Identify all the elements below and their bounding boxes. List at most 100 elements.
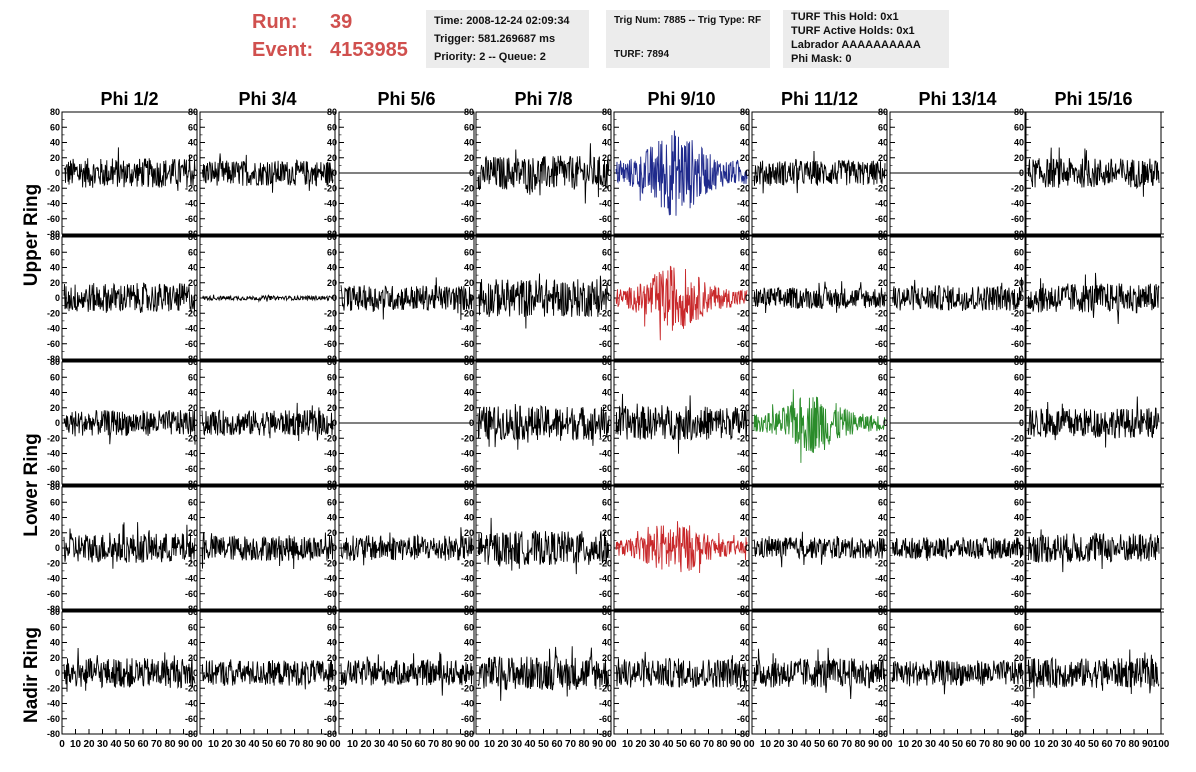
y-tick-label: 80 [1014, 482, 1024, 492]
y-tick-label: 60 [327, 247, 337, 257]
waveform-trace [201, 153, 334, 193]
y-tick-label: -80 [1011, 354, 1024, 364]
y-tick-label: -60 [324, 714, 337, 724]
y-tick-label: 80 [1014, 607, 1024, 617]
x-tick-label: 0 [59, 739, 65, 750]
y-tick-label: 40 [464, 263, 474, 273]
y-tick-label: 60 [740, 372, 750, 382]
y-tick-label: 40 [327, 388, 337, 398]
y-tick-label: -80 [47, 354, 60, 364]
x-tick-label: 20 [635, 739, 647, 750]
y-tick-label: -40 [47, 699, 60, 709]
y-tick-label: 80 [602, 482, 612, 492]
waveform-trace [753, 281, 886, 314]
y-tick-label: 20 [602, 653, 612, 663]
x-tick-label: 60 [1101, 739, 1113, 750]
y-tick-label: -60 [1011, 464, 1024, 474]
y-tick-label: 20 [327, 653, 337, 663]
y-tick-label: -60 [599, 339, 612, 349]
y-tick-label: 80 [188, 107, 198, 117]
y-tick-label: 60 [878, 247, 888, 257]
y-tick-label: 40 [1014, 388, 1024, 398]
y-tick-label: 80 [327, 232, 337, 242]
y-tick-label: -40 [1011, 699, 1024, 709]
y-tick-label: -20 [461, 183, 474, 193]
x-tick-label: 70 [151, 739, 163, 750]
y-tick-label: -40 [185, 699, 198, 709]
y-tick-label: 20 [50, 528, 60, 538]
y-tick-label: 60 [602, 622, 612, 632]
x-tick-label: 80 [164, 739, 176, 750]
y-tick-label: -80 [461, 729, 474, 739]
waveform-trace [477, 273, 610, 329]
y-tick-label: 80 [740, 482, 750, 492]
y-tick-label: 20 [878, 528, 888, 538]
x-tick-label: 70 [428, 739, 440, 750]
y-tick-label: -20 [461, 433, 474, 443]
y-tick-label: 0 [193, 168, 198, 178]
x-tick-label: 00 [881, 739, 893, 750]
y-tick-label: 0 [1019, 543, 1024, 553]
y-tick-label: 20 [878, 403, 888, 413]
y-tick-label: -60 [324, 589, 337, 599]
y-tick-label: 20 [602, 278, 612, 288]
event-label: Event: [252, 39, 314, 61]
y-tick-label: -60 [737, 714, 750, 724]
x-tick-label: 90 [1142, 739, 1154, 750]
y-tick-label: 80 [602, 607, 612, 617]
turf-active-holds-text: TURF Active Holds: 0x1 [791, 25, 915, 37]
y-tick-label: -40 [461, 699, 474, 709]
x-tick-label: 90 [1006, 739, 1018, 750]
y-tick-label: 0 [1019, 418, 1024, 428]
y-tick-label: 20 [188, 278, 198, 288]
x-tick-label: 10 [760, 739, 772, 750]
x-tick-label: 80 [578, 739, 590, 750]
y-tick-label: 40 [740, 388, 750, 398]
x-tick-label: 20 [360, 739, 372, 750]
x-tick-label: 10 [484, 739, 496, 750]
y-tick-label: -20 [599, 558, 612, 568]
y-tick-label: 0 [193, 543, 198, 553]
y-tick-label: 60 [740, 497, 750, 507]
y-tick-label: -60 [185, 589, 198, 599]
y-tick-label: -80 [324, 229, 337, 239]
y-tick-label: 40 [50, 638, 60, 648]
y-tick-label: -60 [324, 214, 337, 224]
column-title: Phi 11/12 [781, 89, 858, 109]
x-tick-label: 60 [275, 739, 287, 750]
y-tick-label: -40 [47, 574, 60, 584]
y-tick-label: 0 [55, 543, 60, 553]
y-tick-label: -60 [875, 464, 888, 474]
y-tick-label: 60 [602, 122, 612, 132]
y-tick-label: -40 [737, 199, 750, 209]
y-tick-label: -20 [185, 308, 198, 318]
y-tick-label: -80 [47, 479, 60, 489]
y-tick-label: 60 [464, 247, 474, 257]
y-tick-label: -20 [1011, 558, 1024, 568]
y-tick-label: 80 [50, 357, 60, 367]
y-tick-label: -80 [875, 729, 888, 739]
y-tick-label: 80 [878, 482, 888, 492]
y-tick-label: 0 [745, 168, 750, 178]
y-tick-label: 40 [740, 513, 750, 523]
y-tick-label: 80 [50, 607, 60, 617]
y-tick-label: 40 [878, 263, 888, 273]
y-tick-label: 60 [188, 497, 198, 507]
x-tick-label: 50 [124, 739, 136, 750]
ring-label: Nadir Ring [21, 627, 42, 723]
y-tick-label: -40 [1011, 199, 1024, 209]
x-tick-label: 20 [773, 739, 785, 750]
waveform-trace [891, 537, 1024, 561]
y-tick-label: -80 [599, 479, 612, 489]
y-tick-label: 40 [1014, 513, 1024, 523]
y-tick-label: 20 [464, 278, 474, 288]
y-tick-label: 60 [602, 497, 612, 507]
y-tick-label: -40 [599, 574, 612, 584]
y-tick-label: 80 [878, 357, 888, 367]
y-tick-label: -40 [875, 449, 888, 459]
y-tick-label: 20 [50, 403, 60, 413]
y-tick-label: -60 [875, 589, 888, 599]
y-tick-label: -40 [1011, 449, 1024, 459]
waveform-trace [340, 652, 473, 696]
y-tick-label: 60 [740, 622, 750, 632]
